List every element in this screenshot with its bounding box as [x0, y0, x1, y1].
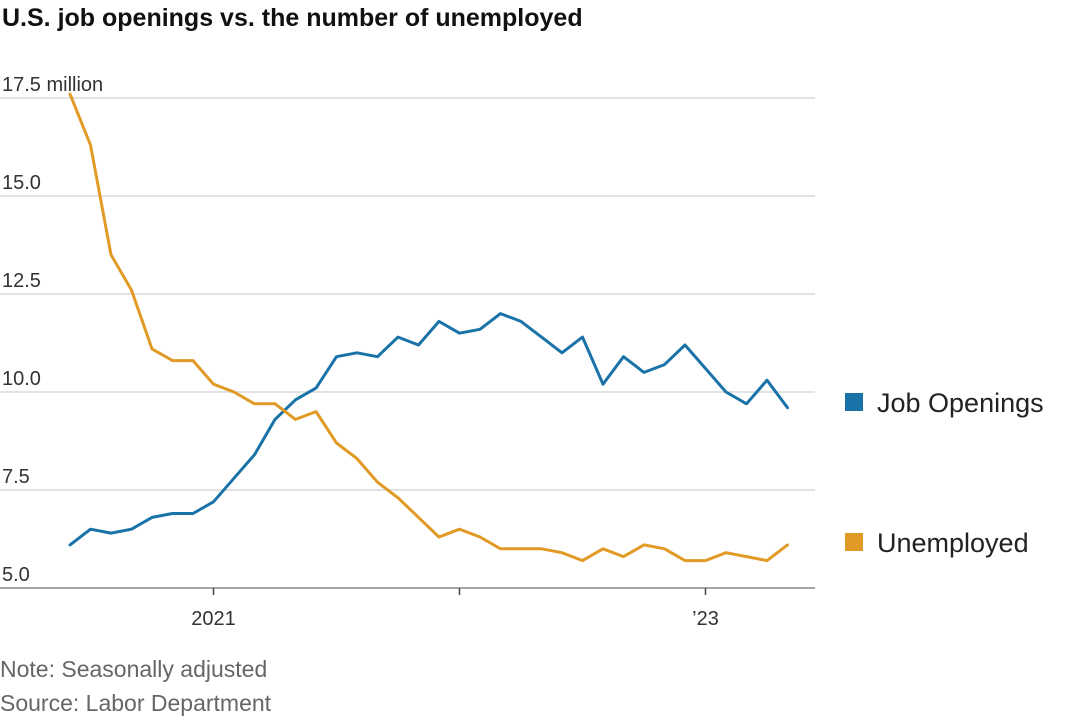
- chart-title: U.S. job openings vs. the number of unem…: [2, 4, 583, 32]
- y-tick-label: 5.0: [2, 564, 30, 586]
- x-tick-label: 2021: [191, 608, 236, 630]
- y-tick-label: 17.5 million: [2, 74, 103, 96]
- series-lines: [68, 92, 789, 563]
- legend: Job Openings Unemployed: [845, 388, 1044, 558]
- legend-label: Unemployed: [877, 528, 1029, 558]
- legend-swatch: [845, 533, 863, 551]
- line-chart: 5.0 7.5 10.0 12.5 15.0 17.5 million 2021 ’23 J…: [0, 74, 1044, 630]
- x-tick-label: ’23: [692, 608, 719, 630]
- y-tick-label: 15.0: [2, 172, 41, 194]
- x-axis: 2021 ’23: [191, 588, 719, 630]
- y-tick-label: 10.0: [2, 368, 41, 390]
- chart-source: Source: Labor Department: [0, 690, 272, 716]
- y-tick-label: 12.5: [2, 270, 41, 292]
- y-axis-ticks: 5.0 7.5 10.0 12.5 15.0 17.5 million: [2, 74, 103, 586]
- series-line-job-openings: [68, 312, 789, 547]
- series-line-unemployed: [68, 92, 789, 563]
- chart-note: Note: Seasonally adjusted: [0, 656, 268, 682]
- legend-label: Job Openings: [877, 388, 1044, 418]
- legend-swatch: [845, 393, 863, 411]
- grid-lines: [0, 97, 815, 589]
- y-tick-label: 7.5: [2, 466, 30, 488]
